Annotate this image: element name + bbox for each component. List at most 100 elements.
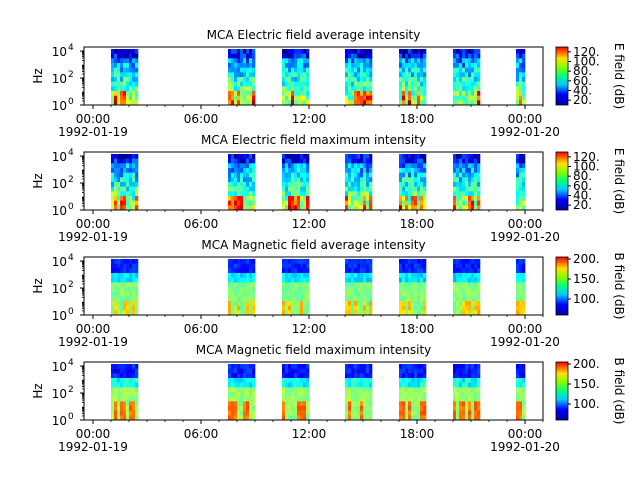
heatmap-cell	[291, 373, 295, 379]
heatmap-cell	[402, 259, 406, 264]
heatmap-cell	[351, 81, 355, 87]
heatmap-cell	[402, 401, 406, 407]
heatmap-cell	[234, 282, 238, 288]
heatmap-cell	[354, 396, 358, 402]
heatmap-cell	[117, 77, 121, 82]
heatmap-cell	[405, 296, 409, 302]
heatmap-cell	[465, 305, 469, 311]
heatmap-cell	[237, 86, 241, 92]
heatmap-cell	[351, 410, 355, 416]
heatmap-cell	[453, 91, 457, 96]
heatmap-cell	[129, 378, 133, 383]
heatmap-cell	[291, 154, 295, 159]
heatmap-cell	[120, 406, 124, 411]
heatmap-cell	[459, 406, 463, 411]
heatmap-cell	[246, 396, 250, 402]
heatmap-cell	[348, 382, 352, 388]
heatmap-cell	[471, 277, 475, 283]
heatmap-cell	[471, 186, 475, 192]
heatmap-cell	[408, 186, 412, 192]
heatmap-cell	[249, 205, 253, 211]
heatmap-cell	[462, 205, 466, 211]
heatmap-cell	[516, 291, 520, 297]
heatmap-cell	[123, 191, 127, 197]
heatmap-cell	[354, 91, 358, 96]
heatmap-cell	[297, 396, 301, 402]
heatmap-cell	[366, 72, 370, 78]
heatmap-cell	[297, 387, 301, 393]
heatmap-cell	[414, 196, 418, 201]
heatmap-cell	[462, 277, 466, 283]
heatmap-cell	[111, 410, 115, 416]
heatmap-cell	[120, 86, 124, 92]
heatmap-cell	[357, 53, 361, 59]
heatmap-cell	[117, 158, 121, 164]
heatmap-cell	[354, 301, 358, 306]
heatmap-cell	[399, 49, 403, 54]
heatmap-cell	[516, 177, 520, 183]
heatmap-cell	[345, 301, 349, 306]
heatmap-cell	[243, 392, 247, 397]
heatmap-cell	[363, 296, 367, 302]
heatmap-cell	[474, 415, 478, 421]
heatmap-cell	[408, 72, 412, 78]
heatmap-cell	[288, 158, 292, 164]
heatmap-cell	[303, 277, 307, 283]
heatmap-cell	[477, 392, 481, 397]
heatmap-cell	[465, 177, 469, 183]
heatmap-cell	[111, 205, 115, 211]
heatmap-cell	[363, 410, 367, 416]
heatmap-cell	[240, 81, 244, 87]
heatmap-cell	[411, 186, 415, 192]
heatmap-cell	[366, 49, 370, 54]
heatmap-cell	[126, 95, 130, 101]
heatmap-cell	[231, 154, 235, 159]
heatmap-cell	[414, 49, 418, 54]
colorbar-tick-label: 80.	[573, 64, 592, 78]
heatmap-cell	[423, 95, 427, 101]
heatmap-cell	[135, 77, 139, 82]
heatmap-cell	[477, 296, 481, 302]
heatmap-cell	[369, 368, 373, 374]
heatmap-cell	[408, 296, 412, 302]
heatmap-cell	[228, 67, 232, 73]
heatmap-cell	[114, 95, 118, 101]
heatmap-cell	[120, 287, 124, 292]
heatmap-cell	[288, 259, 292, 264]
heatmap-cell	[114, 58, 118, 64]
heatmap-cell	[423, 158, 427, 164]
heatmap-cell	[231, 401, 235, 407]
heatmap-cell	[351, 158, 355, 164]
heatmap-cell	[477, 205, 481, 211]
heatmap-cell	[471, 273, 475, 278]
heatmap-cell	[519, 415, 523, 421]
heatmap-cell	[126, 100, 130, 106]
heatmap-cell	[363, 63, 367, 68]
heatmap-cell	[453, 392, 457, 397]
heatmap-cell	[300, 287, 304, 292]
heatmap-cell	[117, 410, 121, 416]
heatmap-cell	[231, 196, 235, 201]
heatmap-cell	[474, 396, 478, 402]
heatmap-cell	[117, 401, 121, 407]
heatmap-cell	[516, 58, 520, 64]
heatmap-cell	[129, 163, 133, 169]
heatmap-cell	[351, 291, 355, 297]
heatmap-cell	[300, 191, 304, 197]
heatmap-cell	[234, 53, 238, 59]
heatmap-cell	[228, 259, 232, 264]
heatmap-cell	[348, 378, 352, 383]
colorbar-tick-label: 80.	[573, 169, 592, 183]
heatmap-cell	[306, 382, 310, 388]
heatmap-cell	[237, 154, 241, 159]
heatmap-cell	[234, 277, 238, 283]
heatmap-cell	[417, 406, 421, 411]
heatmap-cell	[405, 277, 409, 283]
heatmap-cell	[516, 415, 520, 421]
heatmap-cell	[516, 100, 520, 106]
heatmap-cell	[471, 291, 475, 297]
heatmap-cell	[399, 186, 403, 192]
heatmap-cell	[303, 305, 307, 311]
heatmap-cell	[297, 77, 301, 82]
heatmap-cell	[111, 58, 115, 64]
